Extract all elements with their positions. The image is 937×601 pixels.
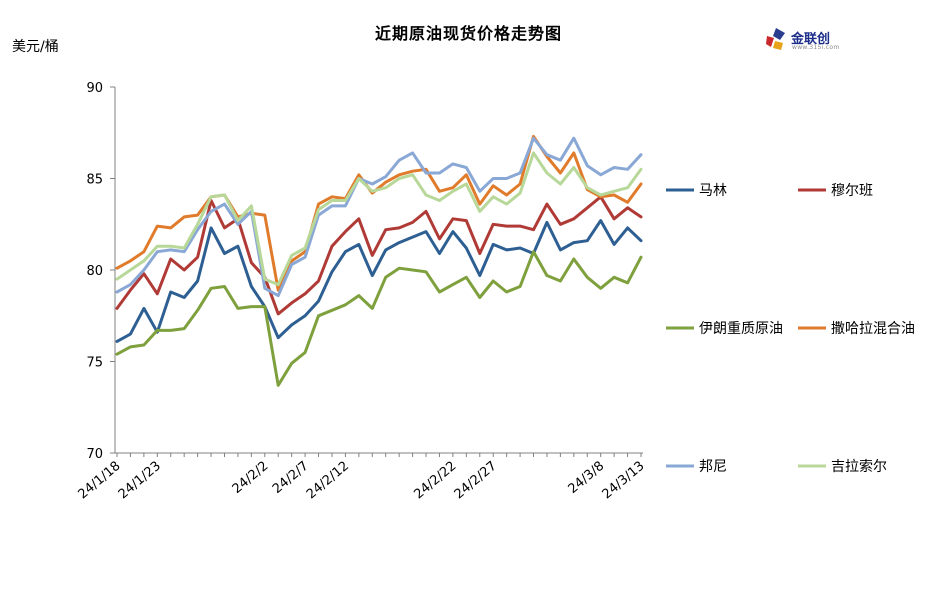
series-line <box>115 136 643 298</box>
y-tick-label: 90 <box>86 81 103 96</box>
legend-label: 马林 <box>699 183 727 199</box>
y-tick-label: 70 <box>86 447 103 462</box>
x-tick-label: 24/2/2 <box>230 459 272 497</box>
legend-label: 邦尼 <box>699 459 727 475</box>
series-line <box>115 195 643 316</box>
x-tick-label: 24/2/22 <box>411 459 459 503</box>
chart-axes <box>114 87 643 454</box>
brand-logo: 金联创 www.315i.com <box>765 24 855 54</box>
series-line <box>115 250 643 387</box>
y-tick-label: 80 <box>86 264 103 279</box>
logo-mark-icon <box>766 28 785 50</box>
series-line <box>115 219 643 343</box>
x-tick-label: 24/3/13 <box>600 459 648 503</box>
chart-title: 近期原油现货价格走势图 <box>374 24 562 43</box>
series-lines <box>115 134 643 387</box>
y-axis-ticks: 70 75 80 85 90 <box>86 81 115 462</box>
y-tick-label: 75 <box>86 356 103 371</box>
logo-url: www.315i.com <box>792 44 840 51</box>
legend-label: 伊朗重质原油 <box>699 321 783 337</box>
series-line <box>115 134 643 292</box>
x-tick-label: 24/1/18 <box>76 459 124 503</box>
legend-label: 撒哈拉混合油 <box>831 321 915 337</box>
x-tick-label: 24/1/23 <box>116 459 164 503</box>
series-line <box>115 151 643 287</box>
logo-wordmark: 金联创 <box>791 32 831 47</box>
y-tick-label: 85 <box>86 173 103 188</box>
x-tick-label: 24/2/27 <box>452 459 500 503</box>
x-tick-label: 24/2/12 <box>304 459 352 503</box>
legend-label: 吉拉索尔 <box>831 458 887 475</box>
legend-label: 穆尔班 <box>831 183 873 199</box>
y-axis-unit-label: 美元/桶 <box>12 39 59 55</box>
